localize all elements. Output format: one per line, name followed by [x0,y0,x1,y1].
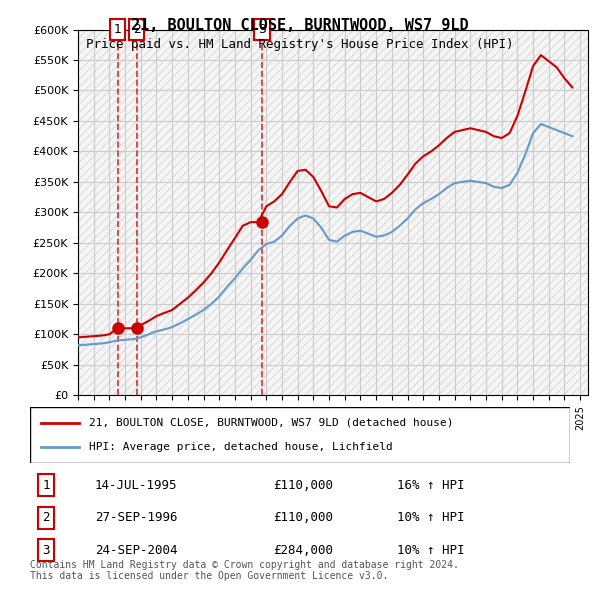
Text: £110,000: £110,000 [273,511,333,525]
Text: 14-JUL-1995: 14-JUL-1995 [95,478,178,492]
Text: 3: 3 [43,543,50,557]
Text: £110,000: £110,000 [273,478,333,492]
Text: 3: 3 [258,23,266,36]
Text: 1: 1 [43,478,50,492]
Text: £284,000: £284,000 [273,543,333,557]
FancyBboxPatch shape [30,407,570,463]
Text: HPI: Average price, detached house, Lichfield: HPI: Average price, detached house, Lich… [89,442,393,453]
Text: 21, BOULTON CLOSE, BURNTWOOD, WS7 9LD: 21, BOULTON CLOSE, BURNTWOOD, WS7 9LD [131,18,469,32]
Text: 16% ↑ HPI: 16% ↑ HPI [397,478,465,492]
Text: 1: 1 [114,23,122,36]
Text: 2: 2 [43,511,50,525]
Text: 2: 2 [133,23,140,36]
Text: 10% ↑ HPI: 10% ↑ HPI [397,543,465,557]
Text: Contains HM Land Registry data © Crown copyright and database right 2024.
This d: Contains HM Land Registry data © Crown c… [30,559,459,581]
Text: 10% ↑ HPI: 10% ↑ HPI [397,511,465,525]
Text: Price paid vs. HM Land Registry's House Price Index (HPI): Price paid vs. HM Land Registry's House … [86,38,514,51]
Text: 21, BOULTON CLOSE, BURNTWOOD, WS7 9LD (detached house): 21, BOULTON CLOSE, BURNTWOOD, WS7 9LD (d… [89,418,454,428]
Text: 24-SEP-2004: 24-SEP-2004 [95,543,178,557]
Text: 27-SEP-1996: 27-SEP-1996 [95,511,178,525]
